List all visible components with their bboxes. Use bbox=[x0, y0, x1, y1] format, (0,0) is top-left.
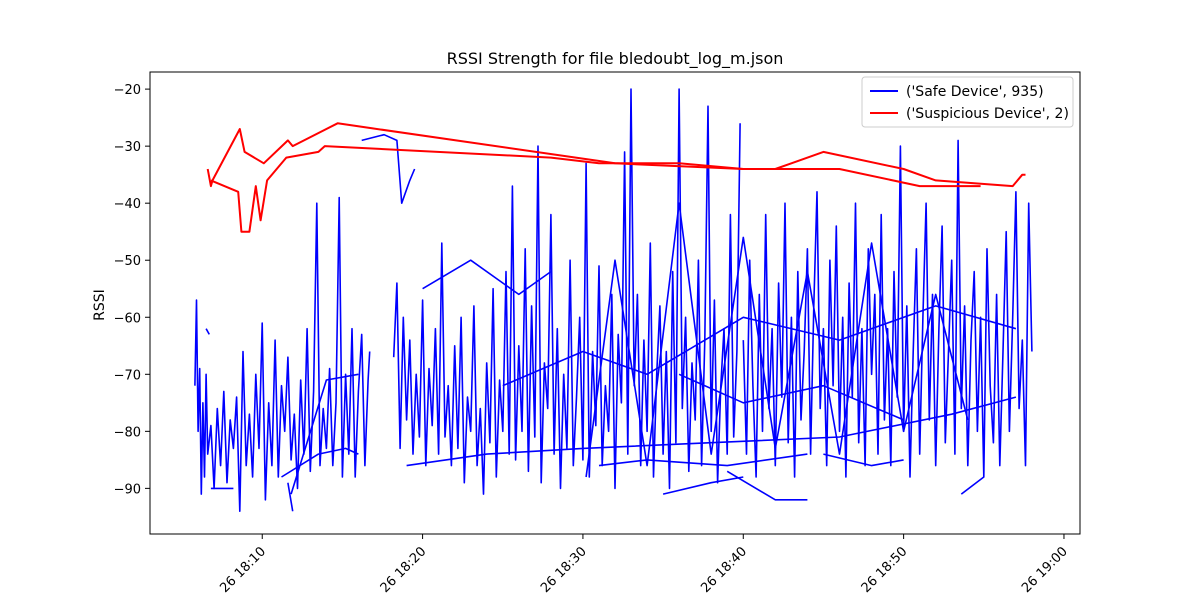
series-line bbox=[726, 470, 808, 501]
chart-title: RSSI Strength for file bledoubt_log_m.js… bbox=[447, 49, 784, 69]
series-line bbox=[205, 328, 210, 335]
series-line bbox=[960, 476, 985, 495]
series-line bbox=[406, 396, 1017, 467]
legend-label-suspicious: ('Suspicious Device', 2) bbox=[906, 106, 1069, 122]
series-line bbox=[678, 373, 904, 421]
series-line bbox=[206, 122, 981, 188]
series-line bbox=[287, 482, 294, 512]
series-safe-device bbox=[194, 88, 1033, 513]
series-line bbox=[662, 476, 744, 495]
y-tick-label: −80 bbox=[114, 425, 141, 440]
legend-box bbox=[861, 76, 1074, 128]
series-suspicious-device bbox=[206, 122, 1026, 233]
y-tick-label: −90 bbox=[114, 482, 141, 497]
series-line bbox=[194, 196, 371, 513]
series-line bbox=[823, 453, 904, 467]
series-line bbox=[598, 453, 808, 467]
series-line bbox=[290, 373, 359, 495]
y-tick-label: −20 bbox=[114, 83, 141, 98]
legend: ('Safe Device', 935) ('Suspicious Device… bbox=[861, 76, 1074, 128]
y-tick-label: −50 bbox=[114, 254, 141, 269]
series-layer bbox=[194, 88, 1033, 513]
plot-frame bbox=[149, 71, 1081, 535]
series-line bbox=[392, 88, 741, 495]
y-tick-label: −70 bbox=[114, 368, 141, 383]
y-tick-label: −30 bbox=[114, 140, 141, 155]
y-axis-label: RSSI bbox=[92, 289, 108, 321]
y-axis: −20 −30 −40 −50 −60 −70 −80 −90 bbox=[114, 83, 150, 497]
legend-label-safe: ('Safe Device', 935) bbox=[906, 84, 1044, 100]
y-tick-label: −40 bbox=[114, 197, 141, 212]
series-line bbox=[210, 145, 1026, 233]
y-tick-label: −60 bbox=[114, 311, 141, 326]
series-line bbox=[361, 133, 416, 204]
series-line bbox=[502, 305, 1017, 387]
series-line bbox=[422, 259, 552, 296]
